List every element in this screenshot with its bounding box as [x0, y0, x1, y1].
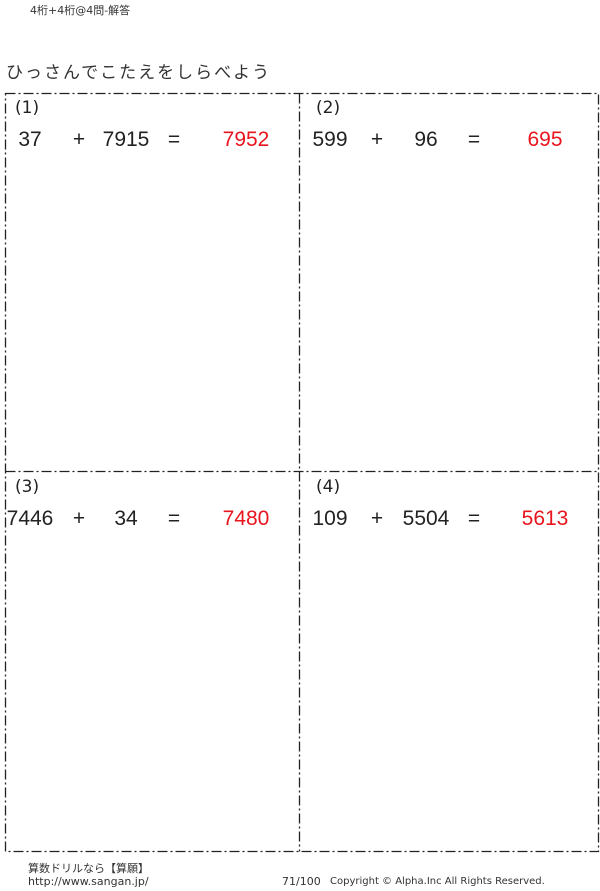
problem-label: (3): [15, 477, 40, 497]
equals-sign: =: [467, 507, 481, 530]
problem-4: (4) 109 + 5504 = 5613: [300, 473, 594, 851]
problem-3: (3) 7446 + 34 = 7480: [5, 473, 299, 851]
addend-a: 7446: [6, 507, 54, 530]
answer: 7480: [222, 507, 270, 530]
footer-brand: 算数ドリルなら【算願】: [28, 862, 149, 875]
addend-b: 34: [114, 507, 138, 530]
outer-border: [4, 92, 600, 853]
worksheet-title: 4桁+4桁@4問-解答: [30, 4, 131, 17]
page-number: 71/100: [282, 875, 321, 888]
problem-label: (4): [316, 477, 341, 497]
addend-b: 96: [414, 128, 438, 151]
problem-label: (2): [316, 98, 341, 118]
answer: 695: [527, 128, 563, 151]
addend-a: 37: [18, 128, 42, 151]
plus-sign: +: [72, 128, 86, 151]
equals-sign: =: [467, 128, 481, 151]
plus-sign: +: [370, 507, 384, 530]
copyright: Copyright © Alpha.Inc All Rights Reserve…: [330, 876, 545, 887]
addend-a: 109: [312, 507, 348, 530]
equals-sign: =: [167, 507, 181, 530]
answer: 5613: [521, 507, 569, 530]
problem-2: (2) 599 + 96 = 695: [300, 94, 594, 472]
answer: 7952: [222, 128, 270, 151]
addend-b: 7915: [102, 128, 150, 151]
footer-url-link[interactable]: http://www.sangan.jp/: [28, 875, 149, 888]
plus-sign: +: [370, 128, 384, 151]
equals-sign: =: [167, 128, 181, 151]
plus-sign: +: [72, 507, 86, 530]
addend-a: 599: [312, 128, 348, 151]
problem-label: (1): [15, 98, 40, 118]
problem-1: (1) 37 + 7915 = 7952: [5, 94, 299, 472]
addend-b: 5504: [402, 507, 450, 530]
instruction-text: ひっさんでこたえをしらべよう: [6, 63, 272, 83]
